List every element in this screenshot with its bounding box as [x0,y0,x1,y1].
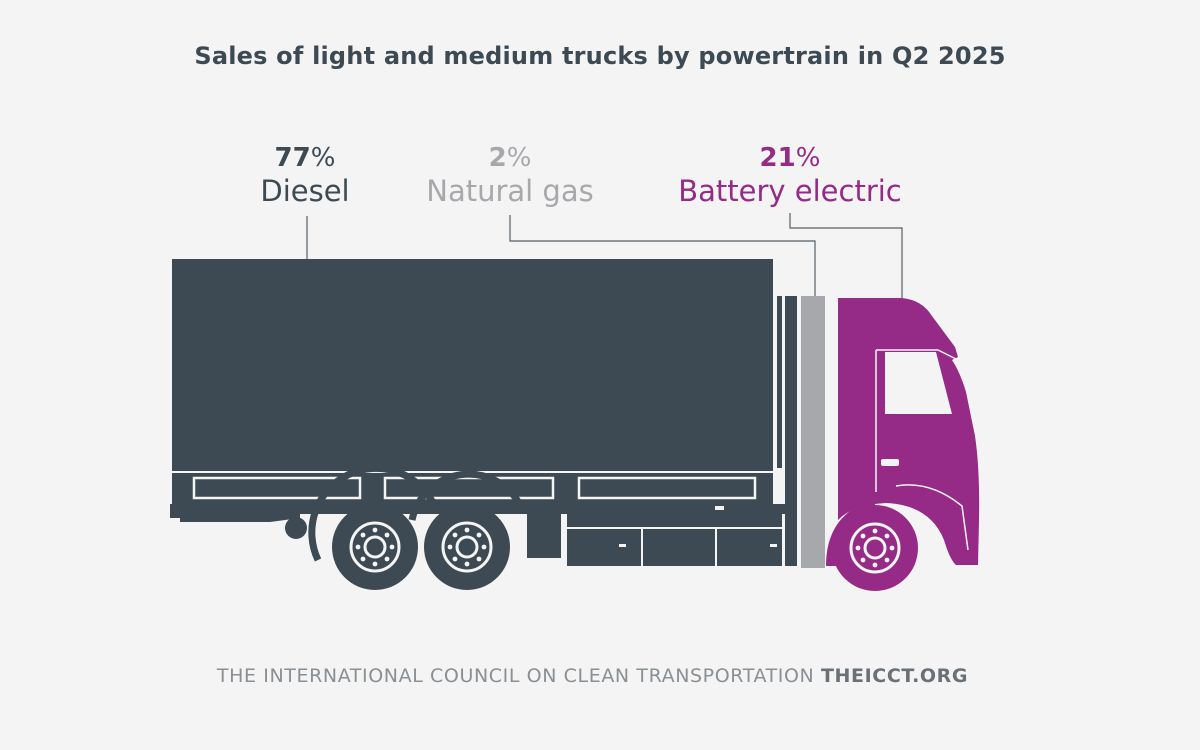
category-name-battery-electric: Battery electric [678,174,902,208]
front-wheel [832,505,918,591]
footer-org: THE INTERNATIONAL COUNCIL ON CLEAN TRANS… [216,665,815,687]
rear-wheel-2 [424,504,510,590]
value-label-battery-electric: 21% [759,143,821,173]
category-label-natural-gas: 2% Natural gas [390,143,630,209]
leader-lines [306,213,903,300]
category-name-diesel: Diesel [260,174,350,208]
fuel-tank [567,514,782,566]
value-label-diesel: 77% [274,143,336,173]
truck-segment-diesel [170,259,797,590]
leader-line-natural-gas [509,215,816,297]
value-label-natural-gas: 2% [488,143,532,173]
chart-title: Sales of light and medium trucks by powe… [194,42,1006,70]
rear-wheel-1 [332,504,418,590]
footer-url[interactable]: THEICCT.ORG [821,665,969,687]
cab-body [838,298,980,565]
category-name-natural-gas: Natural gas [426,174,594,208]
leader-line-battery-electric [789,213,903,300]
rail-slots [192,476,757,500]
cargo-box [172,259,773,471]
truck-segment-battery-electric [826,298,980,591]
category-label-diesel: 77% Diesel [200,143,410,209]
category-label-battery-electric: 21% Battery electric [640,143,940,209]
truck-segment-natural-gas [801,296,825,568]
footer-credit: THE INTERNATIONAL COUNCIL ON CLEAN TRANS… [0,665,1185,687]
